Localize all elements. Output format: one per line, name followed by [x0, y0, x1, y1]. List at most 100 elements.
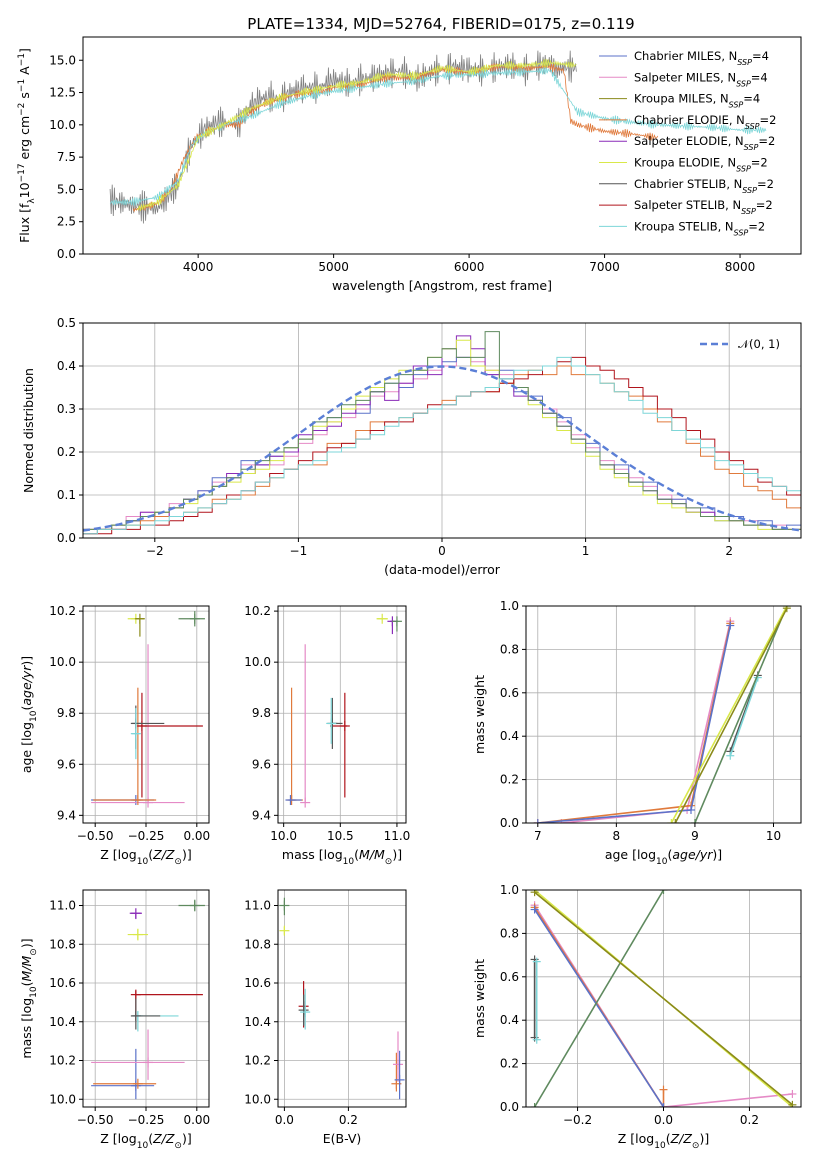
normal-curve: [83, 365, 801, 532]
label-part: )]: [712, 847, 722, 862]
weight-line-salpeter_miles: [537, 621, 732, 823]
label-part: )]: [182, 847, 192, 862]
x-tick-label: 7000: [589, 260, 620, 274]
y-tick-label: 0.0: [57, 531, 76, 545]
x-tick-label: 0.0: [654, 1113, 673, 1127]
y-tick-label: 0.2: [500, 773, 519, 787]
x-tick-label: 1: [582, 544, 590, 558]
y-axis-label: Flux [fλ10−17 erg cm−2 s−1 A−1]: [17, 48, 37, 243]
label-part: −1: [17, 53, 27, 66]
panel-age-vs-mass: 10.0 10.5 11.0 9.4 9.6 9.8 10.0 10.2 mass [log10…: [244, 604, 410, 867]
y-tick-label: 10.6: [244, 976, 271, 990]
spectrum-series-kroupa_elodie: [136, 58, 577, 211]
y-tick-label: 10.6: [49, 976, 76, 990]
y-tick-label: 2.5: [57, 215, 76, 229]
weight-line-kroupa_miles: [534, 891, 793, 1106]
x-tick-label: 7: [534, 829, 542, 843]
label-part: (: [667, 847, 672, 862]
y-tick-label: 10.2: [244, 1054, 271, 1068]
legend-sub: SSP: [729, 100, 744, 109]
x-axis-label: Z [log10(Z/Z⊙)]: [618, 1131, 709, 1151]
label-italic: M/M: [359, 847, 385, 862]
legend-text: =4: [751, 70, 768, 84]
label-part: )]: [19, 938, 34, 948]
legend-text: Kroupa STELIB, N: [634, 219, 734, 233]
label-sub: 10: [137, 857, 149, 867]
y-tick-label: 0.6: [500, 970, 519, 984]
legend-entry: 𝒩(0, 1): [738, 337, 780, 351]
y-tick-label: 0.1: [57, 488, 76, 502]
weight-line-chabrier_elodie: [537, 623, 732, 823]
label-part: (: [19, 981, 34, 986]
label-part: (: [148, 1131, 153, 1146]
label-sub: ⊙: [29, 948, 39, 956]
y-tick-label: 0.6: [500, 686, 519, 700]
y-tick-label: 0.0: [500, 816, 519, 830]
label-sub: ⊙: [385, 857, 393, 867]
spectrum-series-data: [109, 50, 577, 224]
legend-sub: SSP: [745, 121, 760, 130]
y-tick-label: 5.0: [57, 182, 76, 196]
legend-entry: Salpeter ELODIE, NSSP=2: [634, 134, 775, 152]
y-tick-label: 9.8: [57, 706, 76, 720]
x-axis-label: mass [log10(M/M⊙)]: [282, 847, 402, 867]
axes-frame: [277, 605, 407, 824]
legend-sub: SSP: [741, 207, 756, 216]
label-part: )]: [182, 1131, 192, 1146]
label-part: −1: [17, 79, 27, 92]
label-part: (: [19, 706, 34, 711]
label-part: )]: [392, 847, 402, 862]
y-tick-label: 10.0: [244, 655, 271, 669]
label-part: A: [17, 66, 32, 79]
y-axis-label: age [log10(age/yr)]: [19, 656, 39, 773]
y-tick-label: 11.0: [244, 899, 271, 913]
y-axis-label: mass weight: [472, 959, 487, 1038]
legend-entry: Chabrier MILES, NSSP=4: [634, 49, 769, 67]
legend-text: =4: [752, 49, 769, 63]
y-tick-label: 0.8: [500, 642, 519, 656]
panel-age-vs-Z: −0.50 −0.25 0.009.49.69.810.010.2Z [log10(…: [19, 604, 210, 867]
y-tick-label: 10.0: [49, 118, 76, 132]
y-tick-label: 10.2: [49, 604, 76, 618]
x-axis-label: E(B-V): [323, 1131, 362, 1146]
label-part: mass [log: [19, 998, 34, 1059]
plot-area: [279, 897, 405, 1100]
label-part: ]: [17, 48, 32, 53]
panel-mass-vs-EBV: 0.0 0.2 10.0 10.2 10.4 10.6 10.8 11.0 E(B-V): [244, 889, 407, 1146]
x-tick-label: −1: [290, 544, 308, 558]
legend-text: =2: [757, 177, 774, 191]
legend-entry: Salpeter STELIB, NSSP=2: [634, 198, 773, 216]
x-tick-label: −2: [146, 544, 164, 558]
label-part: Z [log: [100, 1131, 136, 1146]
x-tick-label: −0.50: [77, 829, 114, 843]
x-axis-label: Z [log10(Z/Z⊙)]: [100, 1131, 191, 1151]
x-tick-label: 11.0: [384, 829, 411, 843]
axes-frame: [277, 889, 407, 1108]
legend-entry: Kroupa ELODIE, NSSP=2: [634, 156, 768, 174]
plot-area: [83, 331, 801, 538]
legend-entry: Chabrier STELIB, NSSP=2: [634, 177, 774, 195]
x-axis-label: (data-model)/error: [384, 562, 501, 577]
y-tick-label: 10.0: [244, 1092, 271, 1106]
label-part: (: [354, 847, 359, 862]
y-tick-label: 10.4: [244, 1015, 271, 1029]
axes-frame: [525, 605, 802, 824]
y-tick-label: 0.4: [57, 359, 76, 373]
label-sub: ⊙: [174, 857, 182, 867]
panel-mass-vs-Z: −0.50 −0.25 0.00 10.0 10.2 10.4 10.6 10.8 11.0 Z …: [19, 889, 210, 1151]
legend-sub: SSP: [736, 79, 751, 88]
y-tick-label: 10.8: [49, 937, 76, 951]
legend-sub: SSP: [737, 58, 752, 67]
weight-line-kroupa_miles: [674, 607, 788, 823]
x-tick-label: 10.0: [270, 829, 297, 843]
label-sub: 10: [343, 857, 355, 867]
x-axis-label: wavelength [Angstrom, rest frame]: [332, 278, 552, 293]
plot-area: [91, 899, 205, 1100]
x-tick-label: 2: [725, 544, 733, 558]
weight-line-extra: [694, 606, 788, 823]
y-tick-label: 9.8: [252, 706, 271, 720]
x-tick-label: 4000: [183, 260, 214, 274]
plot-area: [285, 613, 402, 808]
y-tick-label: 10.2: [49, 1054, 76, 1068]
